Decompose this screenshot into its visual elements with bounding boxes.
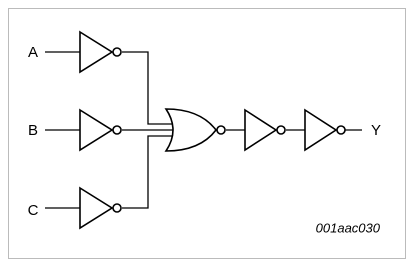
output-label: Y (371, 122, 381, 139)
wires (45, 51, 362, 209)
input-label: A (28, 44, 38, 61)
output-inverters (244, 108, 346, 152)
nor-gate (164, 108, 226, 152)
input-inverters (79, 30, 122, 230)
frame (8, 8, 406, 259)
input-label: B (28, 122, 38, 139)
input-label: C (28, 202, 39, 219)
figure-id: 001aac030 (316, 220, 381, 235)
